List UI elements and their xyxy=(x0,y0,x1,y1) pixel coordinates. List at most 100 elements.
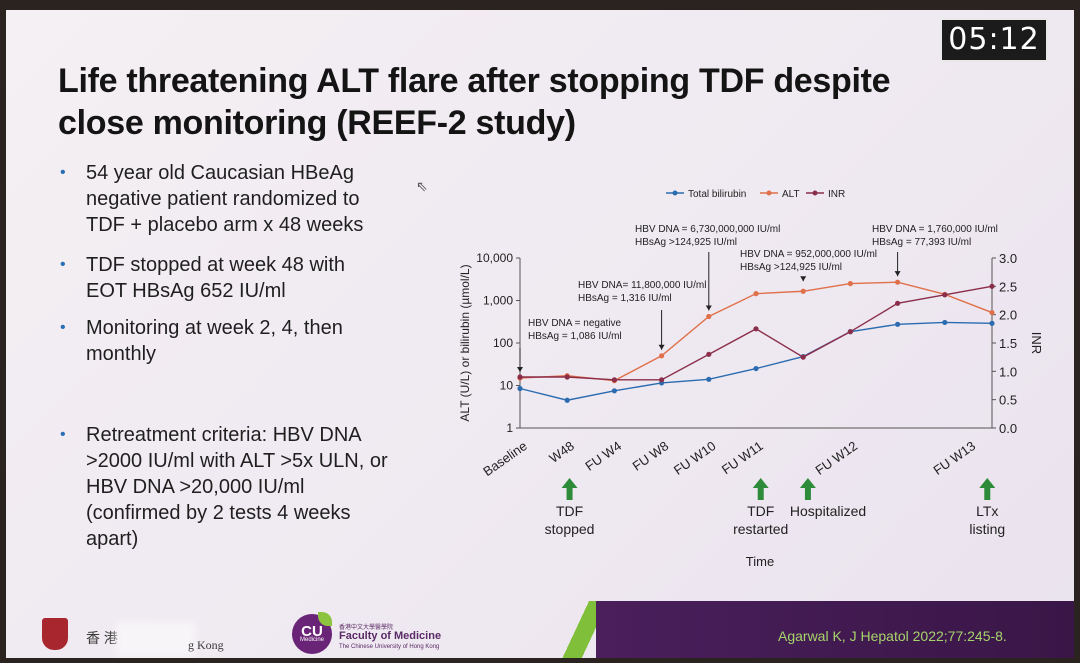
event-label: stopped xyxy=(545,521,595,537)
cu-logo-text: CU xyxy=(301,623,323,640)
data-point xyxy=(517,385,523,392)
slide: 05:12 Life threatening ALT flare after s… xyxy=(6,10,1074,658)
arrowhead-icon xyxy=(800,276,807,282)
hku-logo-text-tail: g Kong xyxy=(188,638,224,652)
data-point xyxy=(895,321,901,327)
annotation-text: HBV DNA = 6,730,000,000 IU/ml xyxy=(635,224,780,235)
glare-overlay xyxy=(116,622,196,656)
faculty-name-cn: 香港中文大學醫學院 xyxy=(339,625,394,631)
data-point xyxy=(611,388,617,394)
y-tick-label: 1 xyxy=(506,421,513,435)
annotation-text: HBV DNA = 1,760,000 IU/ml xyxy=(872,224,998,235)
hku-crest-logo xyxy=(42,618,68,650)
x-tick-label: FU W10 xyxy=(671,438,719,478)
y2-tick-label: 1.5 xyxy=(999,336,1017,351)
bullet-item: • Retreatment criteria: HBV DNA >2000 IU/… xyxy=(60,422,390,552)
data-point xyxy=(706,313,712,320)
data-point xyxy=(847,329,853,335)
y2-tick-label: 3.0 xyxy=(999,251,1017,266)
data-point xyxy=(659,377,665,383)
arrowhead-icon xyxy=(894,271,901,277)
footer-bar xyxy=(596,601,1074,658)
bullet-text: Monitoring at week 2, 4, then monthly xyxy=(86,317,343,365)
mouse-cursor-icon: ⇖ xyxy=(416,178,428,194)
legend-marker xyxy=(766,190,772,196)
annotation-text: HBsAg >124,925 IU/ml xyxy=(635,237,737,248)
data-point xyxy=(800,354,806,360)
data-point xyxy=(564,374,570,380)
data-point xyxy=(895,279,901,285)
x-axis-label: Time xyxy=(746,554,774,569)
faculty-name: Faculty of Medicine xyxy=(339,630,442,642)
annotation-text: HBV DNA= 11,800,000 IU/ml xyxy=(578,280,707,291)
bullet-text: Retreatment criteria: HBV DNA >2000 IU/m… xyxy=(86,424,388,550)
event-label: Hospitalized xyxy=(790,503,866,519)
data-point xyxy=(942,292,948,298)
event-label: TDF xyxy=(556,503,583,519)
annotation-text: HBsAg = 1,086 IU/ml xyxy=(528,331,622,342)
event-label: listing xyxy=(969,521,1005,537)
cu-logo-sub: Medicine xyxy=(299,637,324,643)
data-point xyxy=(706,376,712,382)
y2-tick-label: 0.5 xyxy=(999,393,1017,408)
arrowhead-icon xyxy=(658,344,665,350)
faculty-university: The Chinese University of Hong Kong xyxy=(339,644,440,650)
y-tick-label: 10 xyxy=(500,379,514,393)
x-tick-label: FU W13 xyxy=(930,438,978,478)
data-point xyxy=(847,280,853,287)
annotation-text: HBsAg = 77,393 IU/ml xyxy=(872,237,971,248)
data-point xyxy=(989,283,995,289)
up-arrow-icon xyxy=(799,478,816,500)
data-point xyxy=(800,288,806,294)
y2-tick-label: 2.0 xyxy=(999,308,1017,323)
data-point xyxy=(517,374,523,380)
up-arrow-icon xyxy=(561,478,578,500)
x-tick-label: FU W12 xyxy=(812,438,860,478)
y2-axis-label: INR xyxy=(1029,332,1044,354)
legend-marker xyxy=(812,190,818,196)
bullet-item: • TDF stopped at week 48 with EOT HBsAg 6… xyxy=(60,252,390,304)
chart: 1 10 100 1,000 10,000 0.0 0.5 1.0 1.5 2.0 2.5 3.0 AL… xyxy=(458,189,1044,569)
event-label: LTx xyxy=(976,503,998,519)
x-tick-label: FU W11 xyxy=(719,438,766,477)
citation: Agarwal K, J Hepatol 2022;77:245-8. xyxy=(778,628,1007,644)
timer: 05:12 xyxy=(940,18,1048,62)
data-point xyxy=(564,397,570,403)
legend-label: ALT xyxy=(782,189,800,200)
y-tick-label: 10,000 xyxy=(476,251,513,265)
bullet-item: • Monitoring at week 2, 4, then monthly xyxy=(60,315,390,367)
data-point xyxy=(753,365,759,372)
legend-label: Total bilirubin xyxy=(688,189,746,200)
annotation-text: HBV DNA = 952,000,000 IU/ml xyxy=(740,249,877,260)
x-tick-label: FU W8 xyxy=(630,438,672,473)
bullet-dot-icon: • xyxy=(60,319,66,336)
data-point xyxy=(989,320,995,326)
bullet-dot-icon: • xyxy=(60,164,66,181)
up-arrow-icon xyxy=(979,478,996,500)
bullet-item: • 54 year old Caucasian HBeAg negative pa… xyxy=(60,160,390,238)
annotation-text: HBV DNA = negative xyxy=(528,318,622,329)
bullet-dot-icon: • xyxy=(60,256,66,273)
arrowhead-icon xyxy=(517,367,523,373)
x-tick-label: Baseline xyxy=(480,438,529,479)
event-label: restarted xyxy=(733,521,788,537)
x-tick-label: FU W4 xyxy=(582,438,624,473)
data-point xyxy=(706,351,712,357)
y2-tick-label: 0.0 xyxy=(999,421,1017,436)
slide-title: Life threatening ALT flare after stoppin… xyxy=(58,62,891,142)
y2-tick-label: 2.5 xyxy=(999,279,1017,294)
bullet-dot-icon: • xyxy=(60,426,66,443)
y-axis-label: ALT (U/L) or bilirubin (µmol/L) xyxy=(458,264,472,421)
data-point xyxy=(659,353,665,359)
up-arrow-icon xyxy=(752,478,769,500)
y-tick-label: 1,000 xyxy=(483,294,513,308)
data-point xyxy=(753,291,759,297)
data-point xyxy=(753,326,759,332)
y2-tick-label: 1.0 xyxy=(999,364,1017,379)
leaf-icon xyxy=(318,612,332,626)
arrowhead-icon xyxy=(705,305,712,311)
data-point xyxy=(989,309,995,316)
event-label: TDF xyxy=(747,503,774,519)
hku-logo-text: 香 港 xyxy=(86,630,118,646)
legend-label: INR xyxy=(828,189,845,200)
